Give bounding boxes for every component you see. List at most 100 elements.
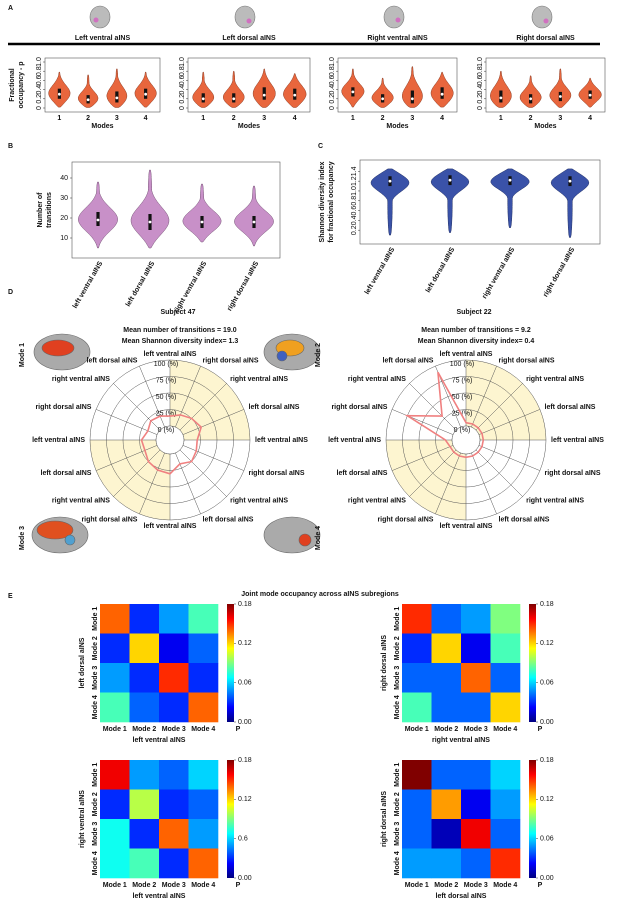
violin-median bbox=[381, 97, 385, 101]
x-axis-label: Modes bbox=[386, 123, 408, 130]
heat-cell bbox=[461, 789, 491, 820]
y-tick-label: 0.2 bbox=[36, 94, 43, 104]
y-tick-label: Mode 4 bbox=[92, 695, 99, 719]
heat-cell bbox=[100, 760, 130, 790]
x-tick-label: 3 bbox=[558, 115, 562, 122]
y-tick-label: 1.0 bbox=[351, 186, 358, 196]
x-tick-label: Mode 2 bbox=[132, 882, 156, 889]
plot-frame bbox=[187, 57, 311, 113]
y-tick-label: 0 bbox=[179, 106, 186, 110]
spoke-label: left dorsal aINS bbox=[87, 357, 138, 364]
spoke-label: left ventral aINS bbox=[440, 523, 493, 530]
mode-label: Mode 1 bbox=[19, 343, 26, 367]
y-tick-label: 40 bbox=[60, 175, 68, 182]
r-tick-label: 100 (%) bbox=[154, 361, 179, 368]
y-tick-label: 0.4 bbox=[477, 85, 484, 95]
heat-cell bbox=[129, 848, 160, 879]
panel-label: B bbox=[8, 143, 13, 150]
heat-cell bbox=[431, 604, 462, 634]
x-tick-label: left dorsal aINS bbox=[425, 246, 457, 294]
violin bbox=[192, 71, 215, 108]
colorbar-tick-label: 0.12 bbox=[238, 640, 252, 647]
x-tick-label: 2 bbox=[86, 115, 90, 122]
x-tick-label: 1 bbox=[351, 115, 355, 122]
y-tick-label: 0 bbox=[329, 106, 336, 110]
mode-label: Mode 3 bbox=[19, 526, 26, 550]
spoke-label: right dorsal aINS bbox=[81, 516, 137, 523]
y-tick-label: Mode 4 bbox=[92, 851, 99, 875]
chart-subtitle: Mean number of transitions = 9.2 bbox=[421, 327, 531, 334]
colorbar bbox=[529, 604, 536, 722]
spoke-label: right dorsal aINS bbox=[545, 470, 601, 477]
spoke-label: right dorsal aINS bbox=[377, 516, 433, 523]
heat-cell bbox=[402, 819, 432, 849]
brain-icons bbox=[89, 5, 553, 29]
violin bbox=[490, 70, 512, 108]
heat-cell bbox=[402, 848, 432, 879]
heat-cell bbox=[188, 819, 219, 849]
x-tick-label: Mode 3 bbox=[464, 882, 488, 889]
heat-cell bbox=[461, 663, 491, 693]
heat-cell bbox=[159, 789, 189, 820]
y-tick-label: 0 bbox=[477, 106, 484, 110]
colorbar bbox=[227, 604, 234, 722]
heat-cell bbox=[100, 692, 130, 723]
x-tick-label: left ventral aINS bbox=[364, 246, 397, 296]
y-tick-label: Mode 1 bbox=[92, 763, 99, 787]
panel-label: A bbox=[8, 5, 13, 12]
colorbar-tick-label: 0.06 bbox=[540, 680, 554, 687]
x-tick-label: right ventral aINS bbox=[481, 246, 516, 300]
inner-hole bbox=[451, 425, 481, 455]
y-tick-label: 30 bbox=[60, 195, 68, 202]
x-tick-label: Mode 1 bbox=[103, 882, 127, 889]
x-tick-label: 1 bbox=[499, 115, 503, 122]
heat-cell bbox=[159, 848, 189, 879]
heat-cell bbox=[431, 663, 462, 693]
heat-cell bbox=[490, 819, 521, 849]
spoke-label: right ventral aINS bbox=[526, 376, 584, 383]
heat-cell bbox=[188, 663, 219, 693]
y-tick-label: Mode 2 bbox=[394, 792, 401, 816]
spoke-label: left ventral aINS bbox=[144, 351, 197, 358]
violin-median bbox=[448, 178, 452, 182]
spoke-label: right dorsal aINS bbox=[249, 470, 305, 477]
heat-cell bbox=[188, 789, 219, 820]
x-tick-label: right ventral aINS bbox=[173, 260, 208, 314]
chart-title: Subject 47 bbox=[160, 309, 195, 316]
y-axis-label: right dorsal aINS bbox=[381, 791, 388, 847]
colorbar-label: P bbox=[538, 882, 543, 889]
r-tick-label: 0 (%) bbox=[454, 427, 471, 434]
heat-cell bbox=[461, 692, 491, 723]
spoke-label: right ventral aINS bbox=[230, 498, 288, 505]
colorbar-tick-label: 0.18 bbox=[238, 757, 252, 764]
panel-label: D bbox=[8, 289, 13, 296]
y-tick-label: 0.2 bbox=[351, 225, 358, 235]
chart-title: Left dorsal aINS bbox=[222, 35, 276, 42]
y-axis-label: occupancy - p bbox=[18, 61, 25, 108]
colorbar bbox=[227, 760, 234, 878]
heat-cell bbox=[402, 789, 432, 820]
spoke bbox=[391, 409, 454, 435]
spoke bbox=[475, 449, 523, 497]
violin-median bbox=[148, 220, 152, 224]
x-tick-label: Mode 1 bbox=[405, 882, 429, 889]
y-tick-label: Mode 2 bbox=[92, 792, 99, 816]
y-tick-label: 0.4 bbox=[329, 85, 336, 95]
y-tick-label: 0.4 bbox=[36, 85, 43, 95]
heat-cell bbox=[100, 848, 130, 879]
heat-cell bbox=[490, 848, 521, 879]
x-tick-label: 2 bbox=[381, 115, 385, 122]
violin-median bbox=[351, 90, 355, 94]
colorbar-tick-label: 0.06 bbox=[238, 680, 252, 687]
heat-cell bbox=[490, 604, 521, 634]
violin bbox=[370, 168, 410, 236]
y-tick-label: Mode 1 bbox=[394, 607, 401, 631]
heat-cell bbox=[188, 633, 219, 664]
chart-title: Subject 22 bbox=[456, 309, 491, 316]
heat-cell bbox=[188, 604, 219, 634]
heat-cell bbox=[490, 789, 521, 820]
y-tick-label: Mode 1 bbox=[394, 763, 401, 787]
spoke bbox=[409, 383, 457, 431]
y-axis-label: transitions bbox=[46, 192, 53, 228]
violin-median bbox=[529, 97, 533, 101]
